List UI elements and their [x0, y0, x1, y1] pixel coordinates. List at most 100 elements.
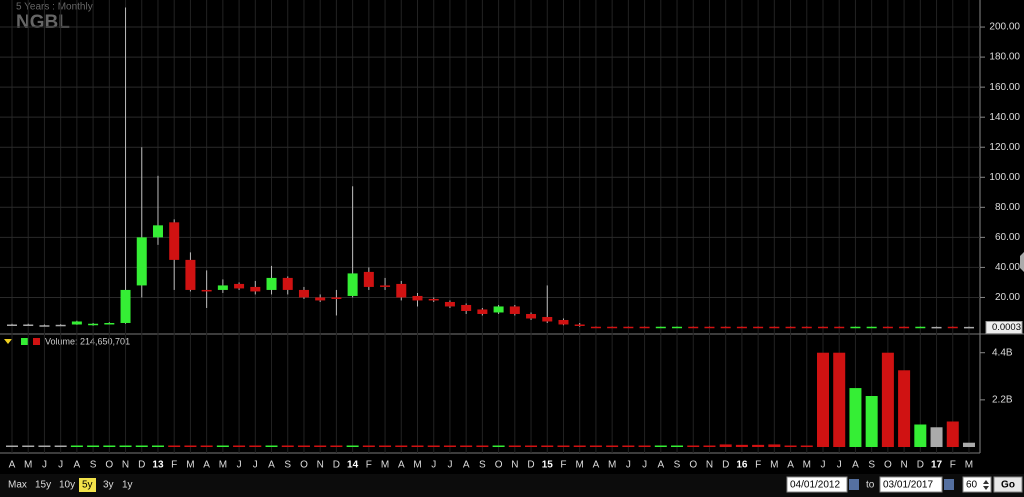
candle-body [396, 283, 407, 298]
volume-bar [168, 445, 181, 447]
volume-bar [654, 445, 667, 447]
x-tick-label: S [674, 460, 681, 471]
range-button[interactable]: 10y [59, 480, 75, 491]
volume-bar [330, 445, 343, 447]
volume-toggle[interactable] [4, 339, 12, 344]
volume-bar [476, 445, 489, 447]
go-button[interactable]: Go [1001, 480, 1015, 491]
chart-title: NGBL [16, 12, 70, 33]
volume-y-tick-label: 2.2B [992, 394, 1013, 405]
x-tick-label: S [479, 460, 486, 471]
calendar-icon[interactable] [944, 479, 954, 490]
volume-bar [395, 445, 408, 447]
last-price-box [985, 320, 1023, 334]
x-tick-label: N [900, 460, 907, 471]
range-button[interactable]: Max [8, 480, 27, 491]
scroll-handle[interactable] [1020, 252, 1024, 272]
volume-bar [833, 352, 846, 447]
volume-bar [800, 445, 813, 447]
x-tick-label: J [58, 460, 63, 471]
candle-body [331, 297, 342, 299]
candle-body [347, 273, 358, 296]
go-button-bg[interactable] [993, 476, 1023, 493]
volume-bar [898, 370, 911, 447]
volume-down-swatch [33, 338, 40, 345]
candle-body [688, 326, 699, 329]
volume-bar [622, 445, 635, 447]
candle-body [493, 306, 504, 313]
x-tick-label: F [171, 460, 177, 471]
x-tick-label: N [317, 460, 324, 471]
candle-body [850, 326, 861, 329]
to-date-box[interactable] [879, 476, 943, 493]
candle-body [201, 289, 212, 292]
volume-bar [135, 445, 148, 447]
candle-body [428, 298, 439, 301]
range-button[interactable]: 15y [35, 480, 51, 491]
candle-body [801, 326, 812, 329]
candle-body [315, 297, 326, 301]
x-tick-label: M [770, 460, 778, 471]
x-tick-label: J [821, 460, 826, 471]
x-tick-label: A [398, 460, 405, 471]
from-date[interactable]: 04/01/2012 [790, 480, 840, 491]
candle-body [866, 326, 877, 329]
candle-body [23, 324, 34, 326]
calendar-icon[interactable] [849, 479, 859, 490]
x-tick-label: F [755, 460, 761, 471]
points-input-box[interactable] [962, 476, 992, 493]
candle-body [477, 309, 488, 314]
to-date[interactable]: 03/01/2017 [883, 480, 933, 491]
x-tick-label: M [965, 460, 973, 471]
to-label: to [866, 480, 875, 491]
volume-bar [671, 445, 684, 447]
volume-bar [881, 352, 894, 447]
candle-body [834, 326, 845, 329]
volume-bar [54, 445, 67, 447]
spinner[interactable] [983, 480, 989, 490]
y-tick-label: 20.00 [995, 292, 1020, 303]
range-button[interactable]: 3y [103, 480, 114, 491]
candle-body [736, 326, 747, 329]
toolbar [0, 474, 1024, 497]
range-button[interactable]: 1y [122, 480, 133, 491]
candle-body [753, 326, 764, 329]
range-button[interactable]: 5y [82, 480, 93, 491]
volume-bar [817, 352, 829, 447]
y-tick-label: 40.00 [995, 262, 1020, 273]
candle-body [120, 289, 131, 323]
last-price-label: 0.0003 [992, 322, 1021, 333]
volume-bar [703, 445, 716, 447]
volume-bar [946, 421, 959, 447]
x-tick-label: 14 [347, 460, 359, 471]
volume-bar [443, 445, 456, 447]
volume-bar [589, 445, 602, 447]
y-tick-label: 160.00 [989, 82, 1020, 93]
candle-body [769, 326, 780, 329]
x-tick-label: O [495, 460, 503, 471]
volume-bar [265, 445, 278, 447]
candle-body [298, 289, 309, 298]
x-tick-label: O [884, 460, 892, 471]
candle-body [282, 277, 293, 290]
x-tick-label: D [917, 460, 924, 471]
candle-body [639, 326, 650, 329]
candle-body [704, 326, 715, 329]
y-tick-label: 100.00 [989, 172, 1020, 183]
x-tick-label: O [300, 460, 308, 471]
points-input[interactable]: 60 [966, 480, 978, 491]
volume-bar [379, 445, 392, 447]
from-date-box[interactable] [786, 476, 848, 493]
volume-bar [784, 445, 797, 447]
volume-up-swatch [21, 338, 28, 345]
candle-body [915, 326, 926, 329]
volume-bar [849, 388, 862, 447]
x-tick-label: J [42, 460, 47, 471]
volume-label: Volume: 214,650,701 [45, 336, 130, 346]
volume-bar [314, 445, 327, 447]
volume-bar [200, 445, 213, 447]
x-tick-label: M [576, 460, 584, 471]
x-tick-label: A [74, 460, 81, 471]
candle-body [444, 301, 455, 307]
